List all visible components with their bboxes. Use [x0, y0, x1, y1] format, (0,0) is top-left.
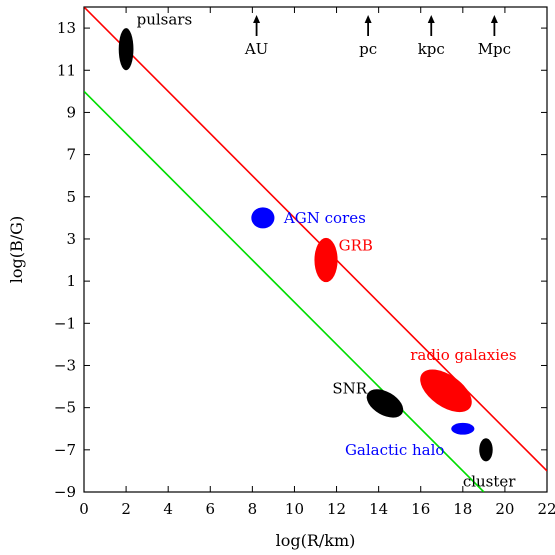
plot-frame	[83, 6, 548, 493]
plot-border	[83, 6, 548, 493]
x-tick-label: 6	[205, 500, 215, 518]
radio-galaxies-label: radio galaxies	[410, 346, 516, 364]
pc-marker-label: pc	[359, 40, 377, 58]
x-tick-label: 8	[248, 500, 258, 518]
y-tick-label: −7	[54, 441, 76, 459]
diagonal-lines	[84, 7, 547, 492]
kpc-arrow-head	[427, 15, 435, 23]
y-tick-label: 1	[66, 272, 76, 290]
x-tick-label: 10	[285, 500, 304, 518]
kpc-marker-label: kpc	[418, 40, 445, 58]
object-ellipses	[118, 28, 493, 462]
x-tick-label: 2	[121, 500, 131, 518]
y-tick-label: −5	[54, 399, 76, 417]
x-axis-title: log(R/km)	[276, 531, 356, 550]
galactic-halo-label: Galactic halo	[345, 441, 445, 459]
grb-label: GRB	[339, 236, 373, 254]
au-marker-label: AU	[244, 40, 268, 58]
grb-ellipse	[314, 237, 338, 283]
x-tick-label: 12	[327, 500, 346, 518]
x-axis-ticks: 0 2 4 6 8 10 12 14 16 18 20 22	[79, 7, 555, 518]
y-tick-label: 7	[66, 146, 76, 164]
cluster-label: cluster	[463, 472, 516, 490]
x-tick-label: 20	[495, 500, 514, 518]
mpc-marker-label: Mpc	[478, 40, 511, 58]
x-tick-label: 4	[163, 500, 173, 518]
cluster-ellipse	[479, 438, 493, 462]
y-tick-label: 9	[66, 103, 76, 121]
scale-markers: AU pc kpc Mpc	[244, 15, 511, 58]
radio-galaxies-ellipse	[420, 369, 472, 413]
snr-ellipse	[366, 389, 404, 418]
au-arrow-head	[253, 15, 261, 23]
green-line	[84, 90, 485, 492]
x-tick-label: 18	[453, 500, 472, 518]
y-tick-label: 3	[66, 230, 76, 248]
snr-label: SNR	[332, 380, 367, 398]
object-labels: pulsars AGN cores GRB radio galaxies SNR Gala…	[137, 11, 517, 491]
galactic-halo-ellipse	[451, 422, 475, 435]
red-line	[84, 7, 547, 472]
x-tick-label: 16	[411, 500, 430, 518]
y-tick-label: −3	[54, 356, 76, 374]
y-axis-title: log(B/G)	[7, 216, 26, 283]
agn-cores-ellipse	[251, 207, 275, 229]
mpc-arrow-head	[490, 15, 498, 23]
y-tick-label: 13	[57, 19, 76, 37]
x-tick-label: 22	[537, 500, 555, 518]
x-tick-label: 0	[79, 500, 89, 518]
x-tick-label: 14	[369, 500, 388, 518]
pc-arrow-head	[364, 15, 372, 23]
y-tick-label: −1	[54, 314, 76, 332]
pulsars-ellipse	[118, 28, 134, 71]
y-tick-label: 5	[66, 188, 76, 206]
y-tick-label: 11	[57, 61, 76, 79]
agn-cores-label: AGN cores	[283, 209, 366, 227]
y-tick-label: −9	[54, 483, 76, 501]
pulsars-label: pulsars	[137, 11, 193, 29]
